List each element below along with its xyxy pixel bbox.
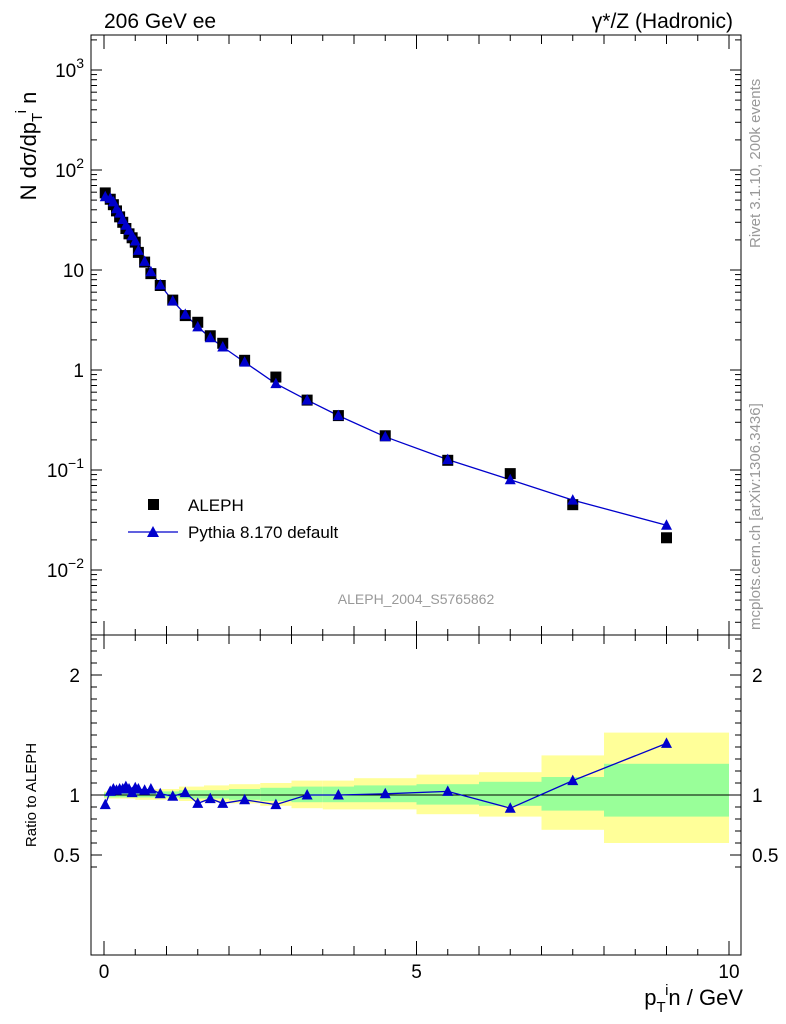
analysis-label: ALEPH_2004_S5765862 [338, 591, 495, 607]
aleph-point [270, 371, 282, 383]
pythia-point [167, 294, 179, 306]
ratio-pythia-point [99, 798, 111, 810]
energy-title: 206 GeV ee [104, 10, 216, 33]
pythia-point [204, 331, 216, 343]
main-y-tick-label: 10−2 [47, 555, 84, 582]
legend-label-pythia: Pythia 8.170 default [188, 523, 339, 542]
ratio-pythia-point [567, 774, 579, 786]
pythia-point [192, 320, 204, 332]
ratio-pythia-point [301, 789, 313, 800]
legend: ALEPH Pythia 8.170 default [128, 496, 339, 542]
ratio-pythia-point [204, 792, 216, 804]
ratio-bands-layer [104, 732, 729, 843]
main-y-tick-label: 103 [55, 55, 84, 82]
rivet-version-label: Rivet 3.1.10, 200k events [747, 79, 764, 248]
pythia-point [301, 394, 313, 405]
pythia-point [179, 308, 191, 319]
pythia-point [129, 234, 141, 246]
ratio-pythia-point [379, 787, 391, 799]
aleph-point [661, 532, 672, 544]
ratio-y-tick-label-right: 2 [752, 666, 763, 687]
pythia-point [332, 409, 344, 421]
process-title: γ*/Z (Hadronic) [592, 10, 733, 33]
main-y-tick-label: 1 [73, 361, 84, 382]
ratio-pythia-point [504, 802, 516, 813]
ratio-y-tick-label-right: 0.5 [752, 846, 778, 867]
ratio-pythia-point [442, 785, 454, 796]
ratio-pythia-point [167, 790, 179, 801]
pythia-point [504, 473, 516, 485]
ratio-inner-band [179, 790, 204, 799]
pythia-point [567, 494, 579, 505]
main-y-tick-label: 102 [55, 155, 84, 182]
ratio-pythia-point [239, 793, 251, 805]
pythia-point [661, 519, 672, 530]
main-series-layer [99, 187, 672, 544]
main-y-tick-label: 10 [63, 261, 84, 282]
pythia-point [132, 244, 144, 255]
pythia-point [139, 255, 151, 266]
main-axes-layer: 10−2 10−1 1 10 102 103 [47, 34, 742, 636]
ratio-pythia-point [132, 783, 144, 794]
ratio-pythia-point [332, 789, 344, 800]
x-tick-label: 10 [718, 962, 739, 983]
main-y-axis-label: N dσ/dpTi n [13, 92, 46, 201]
ratio-y-tick-label-left: 2 [69, 666, 80, 687]
aleph-point [504, 468, 516, 480]
ratio-inner-band [204, 790, 229, 799]
ratio-axes-layer: 0.5 0.5 1 1 2 2 0 5 10 [54, 634, 778, 983]
ratio-pythia-point [145, 783, 157, 794]
pythia-point [379, 430, 391, 442]
ratio-inner-band [260, 787, 292, 801]
ratio-inner-band [479, 781, 542, 806]
mcplots-label: mcplots.cern.ch [arXiv:1306.3436] [747, 403, 764, 630]
ratio-pythia-point [661, 737, 672, 748]
ratio-pythia-point [217, 797, 229, 808]
ratio-y-tick-label-left: 1 [69, 786, 80, 807]
ratio-pythia-point [179, 786, 191, 798]
ratio-pythia-point [192, 797, 204, 808]
pythia-point [239, 356, 251, 367]
main-frame [90, 34, 742, 636]
pythia-point [217, 340, 229, 352]
pythia-point [154, 278, 166, 290]
x-tick-label: 5 [411, 962, 422, 983]
ratio-pythia-point [154, 787, 166, 799]
x-tick-label: 0 [99, 962, 110, 983]
pythia-line [105, 196, 667, 526]
ratio-y-tick-label-left: 0.5 [54, 846, 80, 867]
main-panel: 10−2 10−1 1 10 102 103 [47, 34, 742, 636]
pythia-point [145, 265, 157, 277]
main-y-tick-label: 10−1 [47, 455, 84, 482]
pythia-point [442, 453, 454, 465]
x-axis-label: pTin / GeV [644, 982, 743, 1016]
ratio-pythia-point [270, 798, 282, 810]
aleph-point [567, 499, 579, 511]
legend-marker-pythia [147, 526, 159, 537]
legend-label-aleph: ALEPH [188, 496, 244, 515]
legend-marker-aleph [148, 499, 159, 510]
ratio-y-tick-label-right: 1 [752, 786, 763, 807]
ratio-inner-band [604, 763, 729, 817]
ratio-series-layer [91, 737, 741, 813]
pythia-point [270, 377, 282, 389]
ratio-panel: 0.5 0.5 1 1 2 2 0 5 10 [54, 634, 778, 983]
ratio-y-axis-label: Ratio to ALEPH [23, 743, 40, 847]
